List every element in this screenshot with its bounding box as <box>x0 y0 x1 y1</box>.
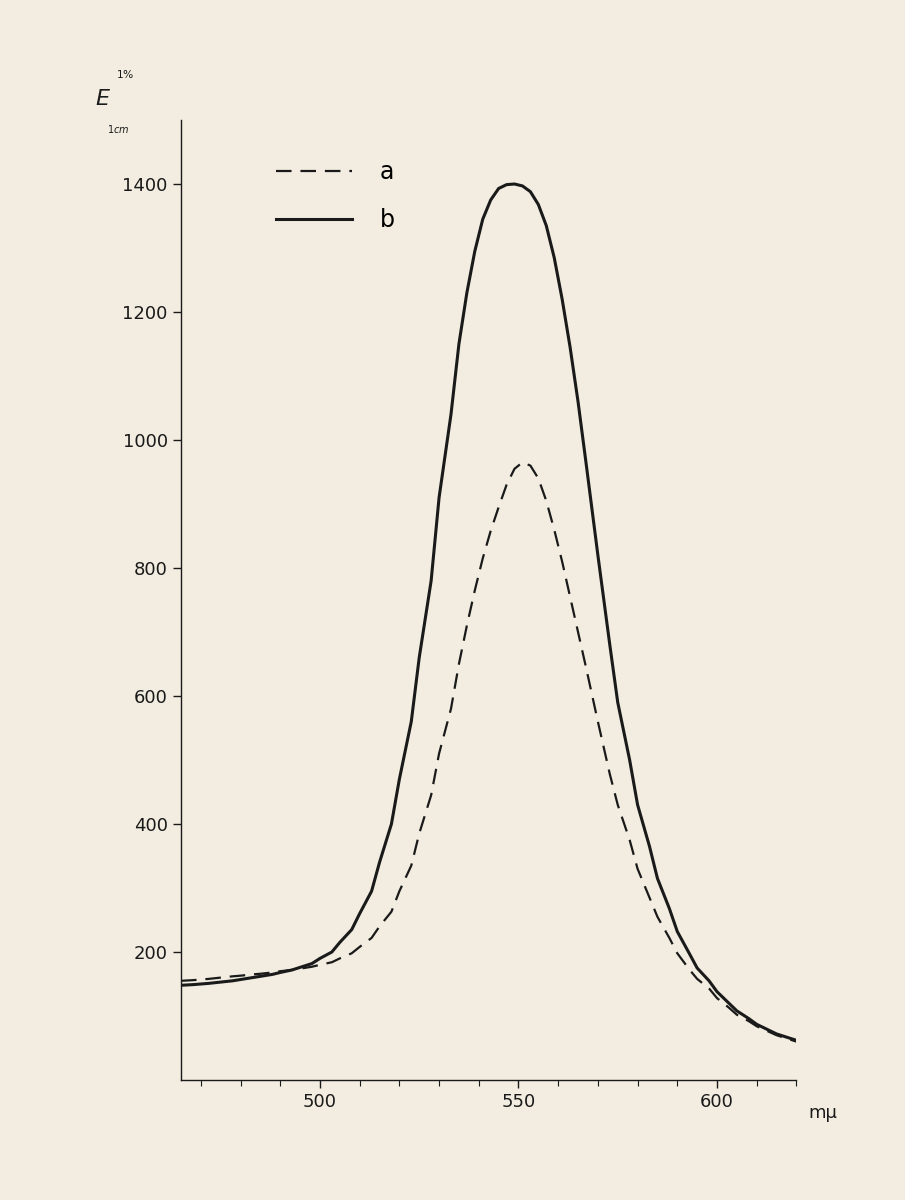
Text: mμ: mμ <box>809 1104 838 1122</box>
Text: $^{1\%}$: $^{1\%}$ <box>117 72 135 86</box>
Text: $_{1cm}$: $_{1cm}$ <box>107 122 129 136</box>
Text: $E$: $E$ <box>95 89 110 110</box>
Legend: a, b: a, b <box>267 151 405 241</box>
